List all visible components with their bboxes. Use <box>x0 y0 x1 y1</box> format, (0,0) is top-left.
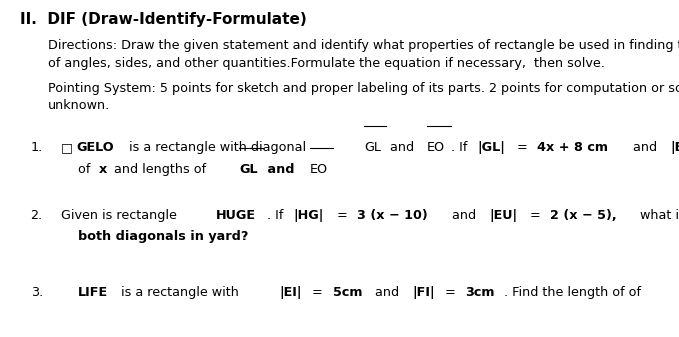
Text: =: = <box>441 286 460 300</box>
Text: Directions: Draw the given statement and identify what properties of rectangle b: Directions: Draw the given statement and… <box>48 39 679 52</box>
Text: LIFE: LIFE <box>78 286 108 300</box>
Text: Pointing System: 5 points for sketch and proper labeling of its parts. 2 points : Pointing System: 5 points for sketch and… <box>48 82 679 95</box>
Text: =: = <box>308 286 327 300</box>
Text: what is the value of: what is the value of <box>636 209 679 222</box>
Text: and: and <box>263 163 299 177</box>
Text: and lengths of: and lengths of <box>110 163 210 177</box>
Text: |HG|: |HG| <box>294 209 324 222</box>
Text: 2 (x − 5),: 2 (x − 5), <box>550 209 617 222</box>
Text: and: and <box>371 286 403 300</box>
Text: EO: EO <box>427 141 445 154</box>
Text: 3cm: 3cm <box>466 286 495 300</box>
Text: 4x + 8 cm: 4x + 8 cm <box>537 141 608 154</box>
Text: 1.: 1. <box>31 141 43 154</box>
Text: |EI|: |EI| <box>279 286 302 300</box>
Text: |EU|: |EU| <box>490 209 518 222</box>
Text: =: = <box>526 209 545 222</box>
Text: is a rectangle with diagonal: is a rectangle with diagonal <box>125 141 310 154</box>
Text: Given is rectangle: Given is rectangle <box>61 209 181 222</box>
Text: II.  DIF (Draw-Identify-Formulate): II. DIF (Draw-Identify-Formulate) <box>20 12 307 27</box>
Text: and: and <box>386 141 418 154</box>
Text: 5cm: 5cm <box>333 286 362 300</box>
Text: . If: . If <box>451 141 471 154</box>
Text: HUGE: HUGE <box>216 209 256 222</box>
Text: |FI|: |FI| <box>412 286 435 300</box>
Text: EO: EO <box>310 163 328 177</box>
Text: =: = <box>333 209 352 222</box>
Text: 2.: 2. <box>31 209 43 222</box>
Text: and: and <box>448 209 481 222</box>
Text: . If: . If <box>268 209 288 222</box>
Text: =: = <box>513 141 532 154</box>
Text: □: □ <box>61 141 73 154</box>
Text: x: x <box>99 163 107 177</box>
Text: . Find the length of of: . Find the length of of <box>504 286 644 300</box>
Text: GELO: GELO <box>77 141 114 154</box>
Text: |GL|: |GL| <box>477 141 504 154</box>
Text: of angles, sides, and other quantities.Formulate the equation if necessary,  the: of angles, sides, and other quantities.F… <box>48 57 604 70</box>
Text: is a rectangle with: is a rectangle with <box>117 286 243 300</box>
Text: unknown.: unknown. <box>48 99 110 113</box>
Text: GL: GL <box>239 163 257 177</box>
Text: both diagonals in yard?: both diagonals in yard? <box>78 230 249 243</box>
Text: GL: GL <box>364 141 381 154</box>
Text: and: and <box>629 141 661 154</box>
Text: |EO|: |EO| <box>670 141 679 154</box>
Text: 3.: 3. <box>31 286 43 300</box>
Text: 3 (x − 10): 3 (x − 10) <box>357 209 428 222</box>
Text: of: of <box>78 163 94 177</box>
